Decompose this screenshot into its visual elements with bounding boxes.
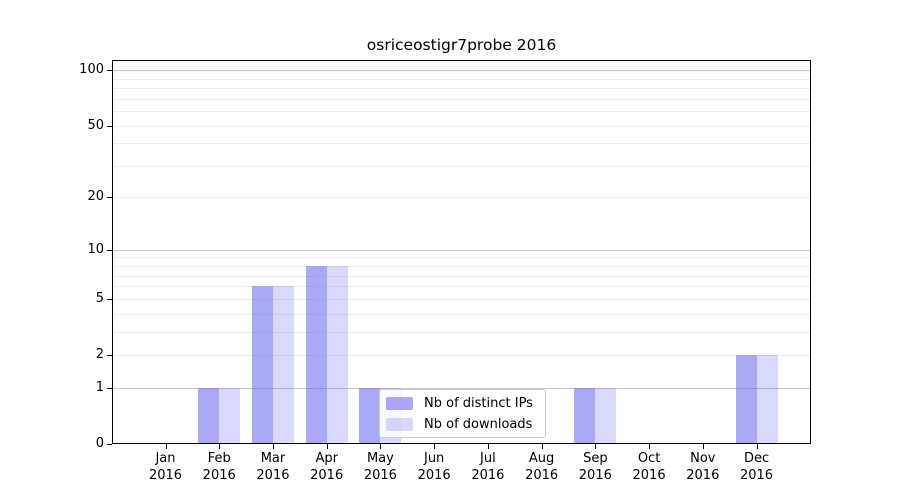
- bar-downloads-mar: [272, 286, 294, 443]
- y-tick-mark: [107, 249, 112, 251]
- x-tick-mark: [702, 444, 704, 449]
- bar-downloads-feb: [219, 387, 241, 443]
- y-tick-mark: [107, 387, 112, 389]
- x-tick-label: Jun 2016: [417, 451, 451, 483]
- y-tick-mark: [107, 355, 112, 356]
- y-tick-label: 0: [95, 436, 104, 451]
- plot-area: [112, 60, 811, 444]
- gridline-minor: [113, 331, 810, 333]
- x-tick-mark: [541, 444, 543, 449]
- y-tick-mark: [107, 125, 112, 127]
- x-tick-mark: [756, 444, 758, 449]
- legend-item-downloads: Nb of downloads: [386, 416, 533, 432]
- x-tick-mark: [219, 444, 221, 449]
- y-tick-label: 5: [95, 290, 104, 306]
- x-tick-mark: [165, 444, 167, 449]
- x-tick-label: Mar 2016: [256, 451, 290, 483]
- gridline-minor: [113, 98, 810, 100]
- x-tick-mark: [326, 444, 328, 449]
- gridline-minor: [113, 257, 810, 259]
- legend-label-distinct-ips: Nb of distinct IPs: [424, 395, 533, 411]
- bar-distinct-ips-may: [359, 387, 381, 443]
- gridline-minor: [113, 286, 810, 288]
- x-tick-mark: [272, 444, 274, 449]
- x-tick-label: Jul 2016: [471, 451, 505, 483]
- bar-distinct-ips-feb: [198, 387, 220, 443]
- x-tick-mark: [380, 444, 382, 449]
- chart-title: osriceostigr7probe 2016: [366, 36, 557, 54]
- gridline-minor: [113, 266, 810, 268]
- gridline-minor: [113, 165, 810, 167]
- bars-layer: [113, 61, 810, 443]
- gridline-major: [113, 70, 810, 72]
- x-tick-label: Oct 2016: [632, 451, 666, 483]
- legend: Nb of distinct IPs Nb of downloads: [379, 389, 546, 438]
- gridlines-layer: [113, 61, 810, 443]
- legend-swatch-distinct-ips: [386, 396, 413, 410]
- x-tick-mark: [595, 444, 597, 449]
- gridline-major: [113, 387, 810, 389]
- gridline-minor: [113, 275, 810, 277]
- bar-distinct-ips-mar: [251, 286, 273, 443]
- bar-downloads-sep: [595, 387, 617, 443]
- bar-distinct-ips-sep: [574, 387, 596, 443]
- legend-item-distinct-ips: Nb of distinct IPs: [386, 395, 533, 411]
- gridline-minor: [113, 197, 810, 199]
- gridline-minor: [113, 313, 810, 315]
- x-tick-label: Jan 2016: [148, 451, 183, 483]
- legend-label-downloads: Nb of downloads: [424, 416, 533, 432]
- bar-distinct-ips-apr: [305, 266, 327, 443]
- y-tick-label: 50: [87, 117, 104, 133]
- y-tick-label: 1: [95, 379, 104, 395]
- y-tick-label: 10: [87, 241, 104, 257]
- x-tick-label: Aug 2016: [525, 451, 559, 483]
- x-tick-mark: [487, 444, 489, 449]
- bar-downloads-dec: [756, 355, 778, 443]
- x-tick-label: Sep 2016: [578, 451, 612, 483]
- legend-swatch-downloads: [386, 417, 413, 431]
- x-tick-label: Feb 2016: [202, 451, 236, 483]
- gridline-minor: [113, 125, 810, 127]
- gridline-minor: [113, 88, 810, 90]
- bar-distinct-ips-dec: [735, 355, 757, 443]
- y-tick-label: 2: [95, 347, 104, 362]
- gridline-minor: [113, 298, 810, 300]
- x-tick-label: Nov 2016: [686, 451, 720, 483]
- x-tick-label: May 2016: [363, 451, 397, 483]
- x-tick-label: Apr 2016: [310, 451, 344, 483]
- y-tick-mark: [107, 298, 112, 300]
- gridline-minor: [113, 143, 810, 145]
- gridline-minor: [113, 111, 810, 112]
- x-tick-mark: [434, 444, 436, 449]
- x-tick-mark: [649, 444, 651, 449]
- bar-downloads-apr: [326, 266, 348, 443]
- y-tick-mark: [107, 444, 112, 445]
- y-tick-label: 100: [79, 62, 104, 78]
- gridline-minor: [113, 355, 810, 356]
- y-tick-label: 20: [87, 189, 104, 205]
- y-tick-mark: [107, 197, 112, 199]
- y-tick-mark: [107, 70, 112, 72]
- gridline-major: [113, 249, 810, 251]
- x-tick-label: Dec 2016: [739, 451, 774, 483]
- gridline-minor: [113, 78, 810, 80]
